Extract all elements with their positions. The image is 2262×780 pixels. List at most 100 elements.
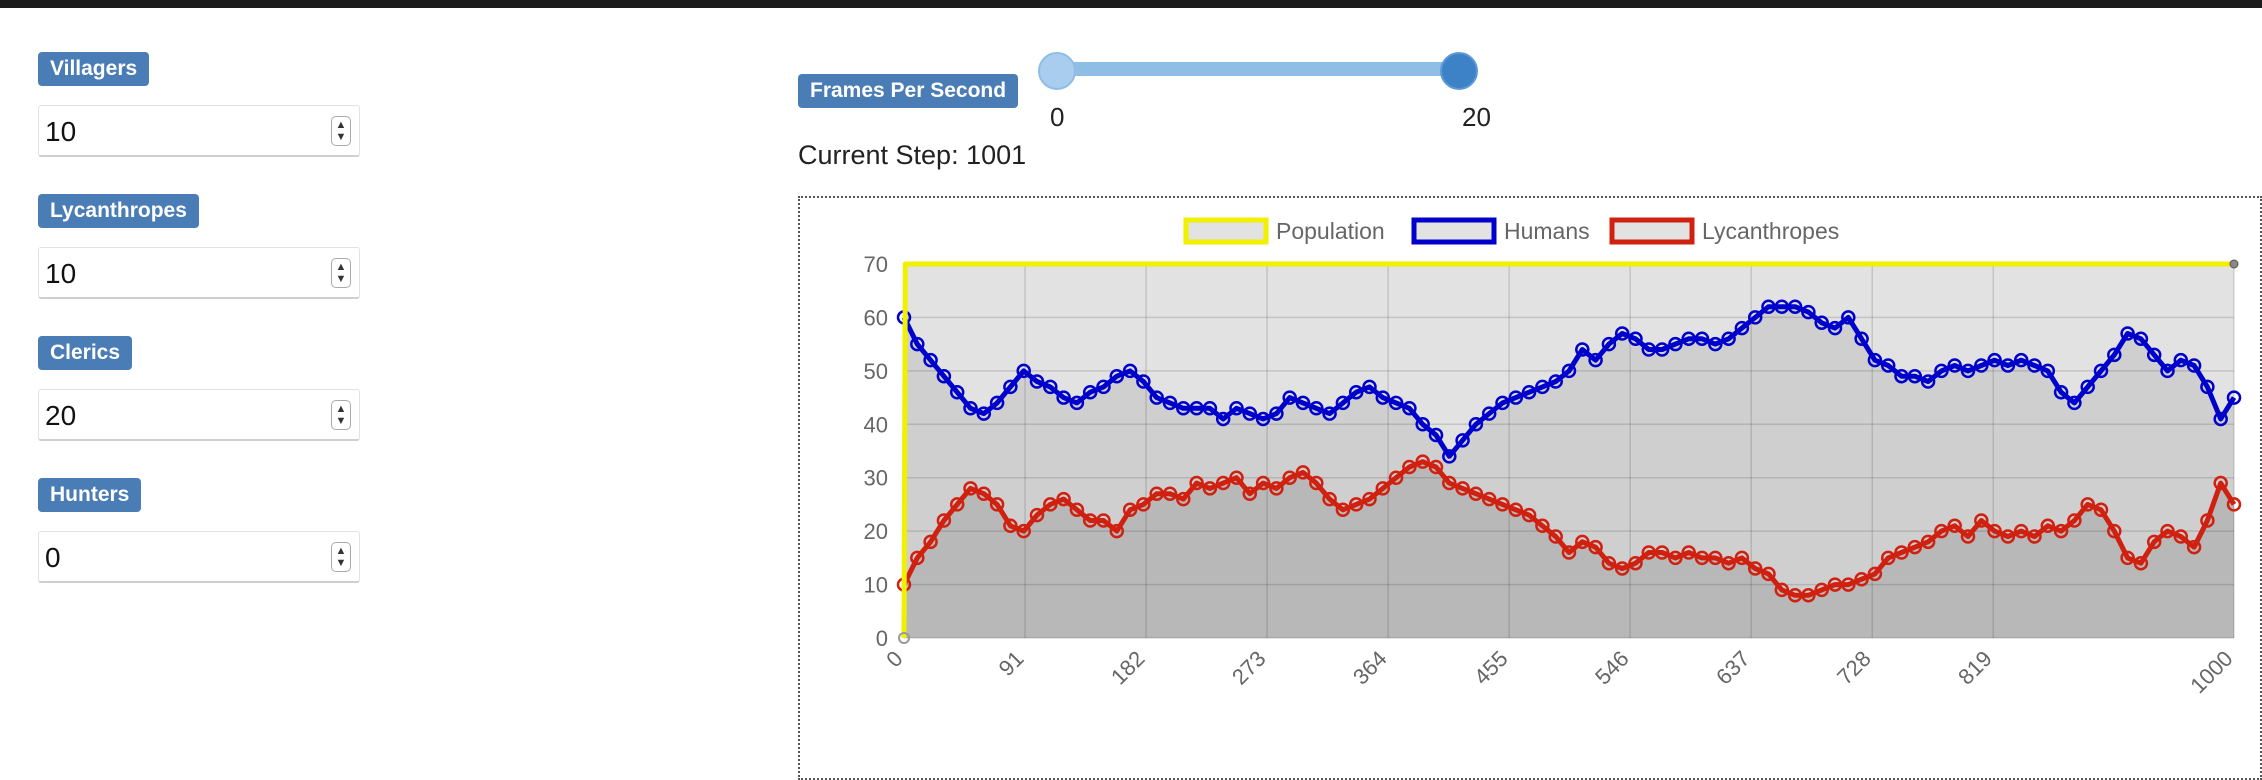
- hunters-input[interactable]: 0 ▲ ▼: [38, 531, 360, 583]
- y-tick-label: 40: [864, 412, 888, 437]
- stepper-down-icon[interactable]: ▼: [335, 131, 347, 143]
- lycanthropes-point: [976, 486, 992, 501]
- humans-point: [1295, 395, 1311, 411]
- fps-range-slider[interactable]: [1038, 52, 1478, 90]
- humans-point: [2080, 379, 2095, 395]
- humans-point: [1122, 363, 1138, 379]
- fps-slider-track[interactable]: [1058, 62, 1458, 76]
- humans-point: [1960, 363, 1976, 379]
- fps-slider-min-handle[interactable]: [1038, 52, 1076, 90]
- lycanthropes-point: [1309, 475, 1324, 491]
- humans-point: [1708, 336, 1723, 352]
- stepper-up-icon[interactable]: ▲: [335, 119, 347, 131]
- lycanthropes-point: [1348, 497, 1364, 512]
- humans-point: [1428, 427, 1444, 443]
- humans-point: [1814, 315, 1829, 331]
- humans-point: [1495, 395, 1510, 411]
- humans-point: [2173, 352, 2189, 368]
- humans-point: [1575, 342, 1590, 357]
- lycanthropes-point: [1854, 571, 1869, 587]
- stepper-up-icon[interactable]: ▲: [335, 545, 347, 557]
- lycanthropes-point: [936, 513, 952, 528]
- humans-point: [1362, 379, 1377, 395]
- lycanthropes-point: [963, 481, 978, 496]
- stepper-down-icon[interactable]: ▼: [335, 273, 347, 285]
- lycanthropes-point: [1122, 502, 1138, 518]
- lycanthropes-point: [1681, 545, 1696, 560]
- lycanthropes-point: [1721, 555, 1736, 571]
- villagers-param: Villagers 10 ▲ ▼: [38, 52, 360, 157]
- clerics-value: 20: [45, 400, 77, 431]
- humans-point: [1282, 390, 1297, 405]
- clerics-stepper[interactable]: ▲ ▼: [331, 400, 351, 430]
- humans-point: [976, 406, 992, 421]
- humans-point: [1069, 395, 1085, 411]
- lycanthropes-point: [949, 497, 965, 512]
- lycanthropes-input[interactable]: 10 ▲ ▼: [38, 247, 360, 299]
- fps-min-label: 0: [1050, 102, 1065, 132]
- clerics-input[interactable]: 20 ▲ ▼: [38, 389, 360, 441]
- lycanthropes-point: [1920, 534, 1936, 550]
- lycanthropes-area: [904, 461, 2234, 638]
- lycanthropes-point: [1974, 513, 1989, 528]
- humans-point: [1867, 352, 1883, 368]
- lycanthropes-point: [2067, 513, 2082, 528]
- humans-point: [1176, 401, 1191, 416]
- humans-point: [1375, 390, 1391, 405]
- humans-point: [2146, 347, 2162, 363]
- humans-point: [1747, 310, 1763, 325]
- lycanthropes-point: [1056, 491, 1071, 507]
- y-tick-label: 20: [864, 519, 888, 544]
- humans-point: [1255, 411, 1271, 427]
- lycanthropes-point: [1894, 545, 1909, 560]
- stepper-up-icon[interactable]: ▲: [335, 403, 347, 415]
- lycanthropes-point: [1934, 523, 1949, 539]
- villagers-stepper[interactable]: ▲ ▼: [331, 116, 351, 146]
- lycanthropes-point: [1176, 491, 1191, 507]
- lycanthropes-point: [1628, 555, 1643, 571]
- y-tick-label: 10: [864, 573, 888, 598]
- lycanthropes-stepper[interactable]: ▲ ▼: [331, 258, 351, 288]
- fps-slider-max-handle[interactable]: [1440, 52, 1478, 90]
- lycanthropes-point: [1521, 507, 1537, 523]
- lycanthropes-point: [1136, 497, 1151, 512]
- humans-point: [1535, 379, 1550, 395]
- humans-point: [1641, 342, 1657, 357]
- hunters-param: Hunters 0 ▲ ▼: [38, 478, 360, 583]
- window-top-bar: [0, 0, 2262, 8]
- lycanthropes-point: [1867, 566, 1883, 582]
- lycanthropes-point: [1322, 491, 1337, 507]
- humans-point: [2093, 363, 2109, 379]
- humans-point: [1149, 390, 1164, 405]
- humans-point: [1109, 368, 1125, 384]
- lycanthropes-point: [1003, 518, 1018, 534]
- lycanthropes-label: Lycanthropes: [38, 194, 199, 228]
- stepper-up-icon[interactable]: ▲: [335, 261, 347, 273]
- y-tick-label: 0: [876, 626, 888, 651]
- stepper-down-icon[interactable]: ▼: [335, 415, 347, 427]
- humans-point: [1322, 406, 1337, 421]
- lycanthropes-point: [1708, 550, 1723, 566]
- humans-point: [2160, 363, 2175, 379]
- lycanthropes-point: [1202, 481, 1218, 496]
- humans-point: [1548, 374, 1563, 389]
- lycanthropes-point: [2120, 550, 2135, 566]
- stepper-down-icon[interactable]: ▼: [335, 557, 347, 569]
- lycanthropes-point: [1269, 481, 1284, 496]
- lycanthropes-point: [1548, 529, 1563, 544]
- humans-point: [2186, 358, 2202, 373]
- humans-point: [1894, 368, 1909, 384]
- lycanthropes-point: [1694, 550, 1710, 566]
- legend-label-2: Lycanthropes: [1702, 218, 1839, 244]
- legend-swatch-0: [1183, 217, 1269, 245]
- humans-point: [2027, 358, 2042, 373]
- lycanthropes-point: [2093, 502, 2109, 518]
- hunters-stepper[interactable]: ▲ ▼: [331, 542, 351, 572]
- lycanthropes-point: [1575, 534, 1590, 550]
- lycanthropes-point: [2027, 529, 2042, 544]
- lycanthropes-point: [1149, 486, 1164, 501]
- villagers-input[interactable]: 10 ▲ ▼: [38, 105, 360, 157]
- humans-point: [949, 384, 965, 400]
- population-point: [2229, 259, 2239, 269]
- lycanthropes-point: [1841, 577, 1856, 592]
